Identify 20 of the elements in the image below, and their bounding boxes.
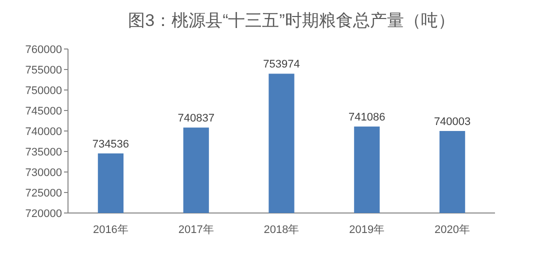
y-tick-label: 745000 [25,106,62,118]
y-tick-label: 755000 [25,64,62,76]
x-tick-label: 2018年 [264,224,300,236]
y-tick-label: 750000 [25,85,62,97]
y-tick-label: 735000 [25,146,62,158]
data-label: 753974 [263,58,300,71]
x-tick-label: 2016年 [92,224,128,236]
x-tick-label: 2017年 [178,224,214,236]
y-tick-label: 760000 [25,44,62,56]
chart-title: 图3：桃源县“十三五”时期粮食总产量（吨） [128,11,455,30]
y-tick-label: 730000 [25,167,62,179]
y-tick-label: 720000 [25,208,62,220]
data-label: 740837 [178,112,214,125]
data-label: 741086 [348,112,386,124]
x-tick-label: 2020年 [434,224,470,236]
data-label: 740003 [434,116,471,128]
y-tick-label: 725000 [25,188,62,200]
y-tick-label: 740000 [25,126,62,138]
x-tick-label: 2019年 [349,224,385,236]
data-label: 734536 [92,138,130,150]
